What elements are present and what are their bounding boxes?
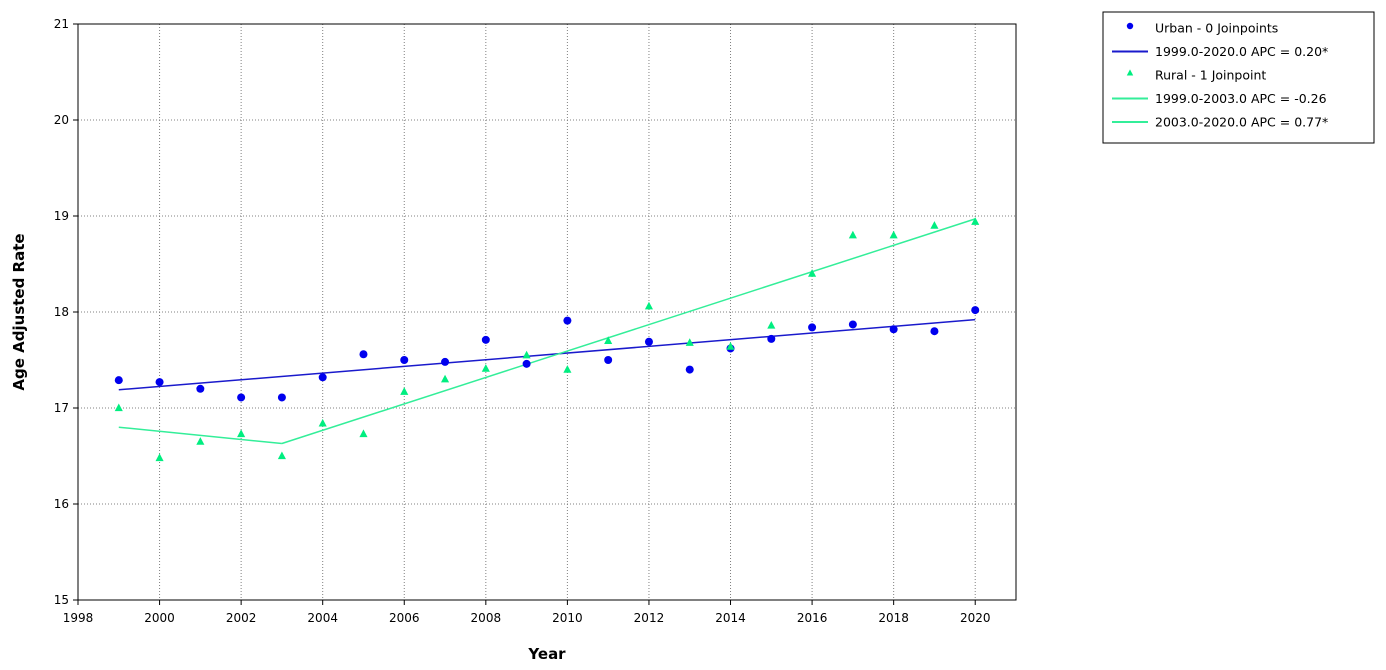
legend-box	[1102, 11, 1375, 144]
x-tick-label-2010: 2010	[552, 611, 583, 625]
urban-point-2002	[237, 393, 246, 402]
rural-point-2018	[889, 230, 898, 239]
x-tick-label-2020: 2020	[960, 611, 991, 625]
legend-symbol-3	[1126, 69, 1134, 76]
rural-point-2004	[318, 418, 327, 427]
y-tick-label-15: 15	[54, 593, 69, 607]
rural-point-2009	[522, 350, 531, 359]
urban-point-2004	[318, 373, 327, 382]
rural-point-2000	[155, 453, 164, 462]
urban-point-2003	[277, 393, 286, 402]
rural-point-2013	[685, 338, 694, 346]
rural-point-2003	[277, 451, 286, 460]
rural-point-2001	[196, 437, 205, 445]
urban-point-2017	[848, 320, 857, 329]
x-tick-label-2016: 2016	[797, 611, 828, 625]
rural-point-2011	[604, 336, 613, 344]
urban-point-2012	[644, 337, 653, 346]
y-tick-label-20: 20	[54, 113, 69, 127]
legend-label-5: 2003.0-2020.0 APC = 0.77*	[1155, 115, 1328, 130]
urban-point-2010	[563, 316, 572, 325]
rural-point-2019	[930, 221, 939, 229]
x-axis-title: Year	[527, 645, 566, 663]
rural-point-2006	[400, 387, 409, 395]
y-tick-label-19: 19	[54, 209, 69, 223]
rural-point-2012	[644, 301, 654, 310]
rural-point-2016	[808, 269, 817, 277]
fit-lines	[118, 218, 976, 445]
urban-point-2016	[808, 323, 817, 332]
urban-point-2019	[930, 327, 939, 336]
x-tick-label-2012: 2012	[634, 611, 665, 625]
urban-point-2001	[196, 384, 205, 393]
urban-point-2013	[685, 365, 694, 374]
urban-point-2015	[767, 334, 776, 343]
legend-symbol-1	[1126, 22, 1134, 30]
legend-label-1: Urban - 0 Joinpoints	[1155, 21, 1278, 36]
y-tick-label-18: 18	[54, 305, 69, 319]
urban-point-2008	[481, 335, 490, 344]
urban-point-2006	[400, 356, 409, 364]
fit-line-1	[118, 318, 976, 391]
x-tick-label-2008: 2008	[471, 611, 502, 625]
legend: Urban - 0 Joinpoints 1999.0-2020.0 APC = …	[1102, 11, 1375, 144]
legend-label-3: Rural - 1 Joinpoint	[1155, 68, 1266, 83]
fit-line-3	[281, 218, 976, 445]
rural-point-1999	[114, 403, 123, 412]
x-tick-label-1998: 1998	[63, 611, 94, 625]
y-axis: 15 16 17 18 19 20 21	[54, 17, 78, 607]
urban-point-2005	[359, 350, 368, 359]
x-axis: 1998 2000 2002 2004 2006 2008 2010 2012 2014 2016…	[63, 600, 991, 625]
rural-point-2014	[726, 342, 735, 350]
y-tick-label-17: 17	[54, 401, 69, 415]
fit-line-2	[118, 426, 282, 445]
x-tick-label-2000: 2000	[144, 611, 175, 625]
rural-point-2020	[971, 217, 980, 225]
urban-point-2011	[604, 356, 613, 364]
rural-point-2015	[767, 320, 776, 329]
rural-point-2010	[563, 365, 572, 373]
legend-label-2: 1999.0-2020.0 APC = 0.20*	[1155, 44, 1328, 59]
rural-point-2002	[237, 429, 246, 438]
y-axis-title: Age Adjusted Rate	[10, 233, 28, 390]
y-tick-label-16: 16	[54, 497, 69, 511]
urban-point-2007	[441, 357, 450, 366]
x-tick-label-2014: 2014	[715, 611, 746, 625]
data-points	[114, 217, 980, 462]
y-tick-label-21: 21	[54, 17, 69, 31]
legend-label-4: 1999.0-2003.0 APC = -0.26	[1155, 91, 1327, 106]
rural-point-2005	[359, 429, 368, 438]
urban-point-2009	[522, 359, 531, 368]
urban-point-1999	[114, 376, 123, 385]
x-tick-label-2018: 2018	[878, 611, 909, 625]
urban-point-2018	[889, 325, 898, 334]
x-tick-label-2004: 2004	[307, 611, 338, 625]
urban-point-2020	[971, 306, 980, 315]
rural-point-2007	[440, 374, 450, 383]
urban-point-2000	[155, 378, 164, 387]
x-tick-label-2006: 2006	[389, 611, 420, 625]
rural-point-2008	[481, 364, 490, 372]
x-tick-label-2002: 2002	[226, 611, 257, 625]
rural-point-2017	[848, 230, 857, 239]
